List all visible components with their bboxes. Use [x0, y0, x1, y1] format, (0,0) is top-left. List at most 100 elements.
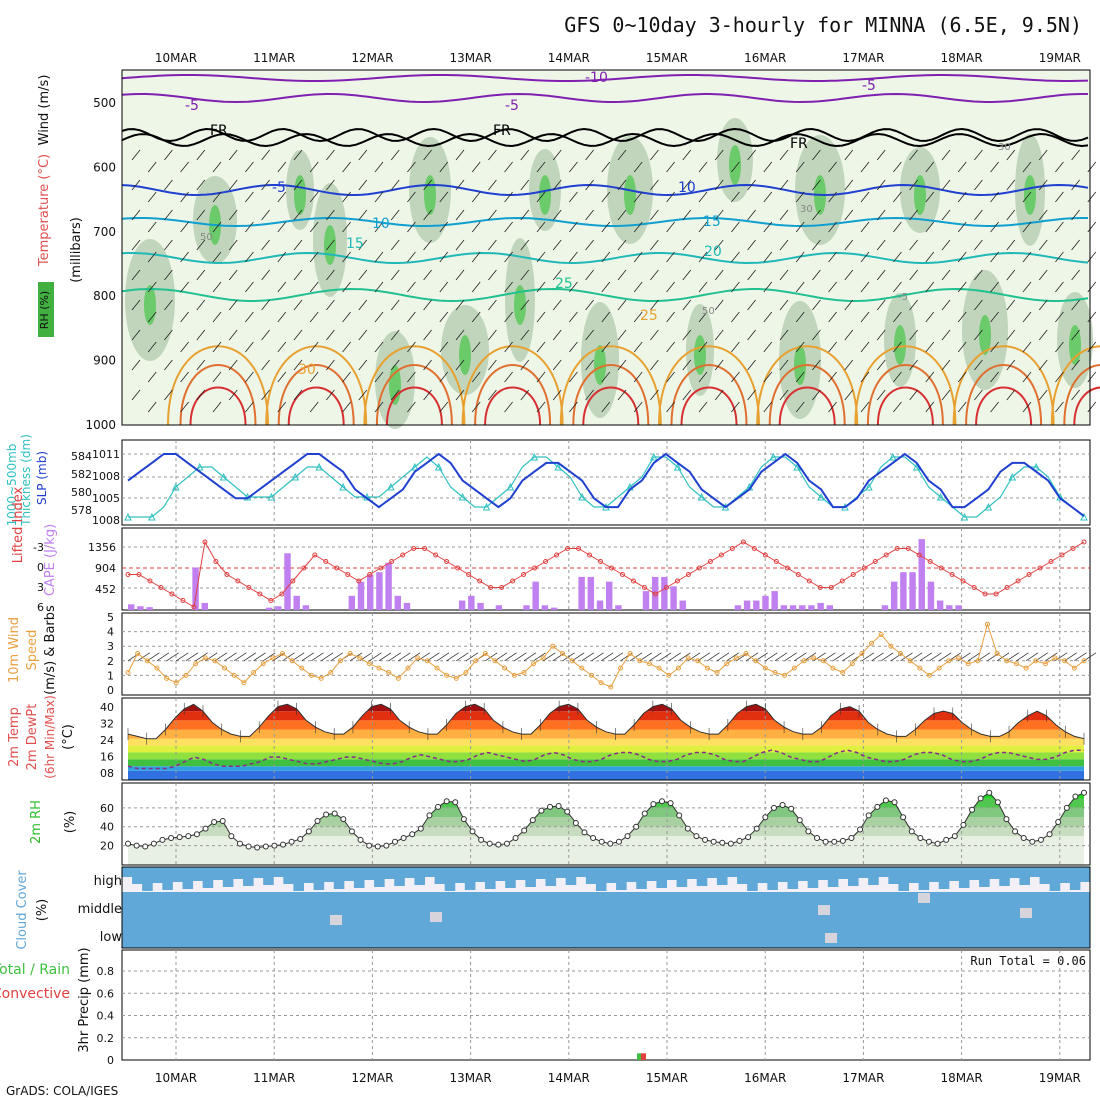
wind-speed-marker: [135, 651, 141, 656]
slp-panel: [121, 439, 1091, 526]
wind-barb: [666, 371, 675, 383]
wind-speed-marker: [183, 672, 189, 678]
wind-barb: [828, 401, 837, 413]
surface-wind-barb: [407, 652, 421, 662]
wind-barb: [650, 239, 659, 251]
wind-barb: [309, 221, 319, 233]
rh-marker: [435, 803, 442, 810]
wind-barb: [455, 179, 465, 191]
temp-panel: [121, 697, 1091, 781]
rh-marker: [969, 806, 976, 813]
rh-marker: [857, 826, 864, 833]
thickness-tick: 584: [71, 450, 92, 463]
wind-barb: [407, 251, 416, 263]
wind-barb: [164, 389, 173, 401]
wind-tick: 0: [107, 684, 114, 697]
wind-barb: [714, 179, 724, 191]
isotherm-dome: [1050, 345, 1100, 426]
wind-barb: [747, 359, 756, 371]
cloud-high-bar: [787, 867, 799, 889]
rh-marker: [348, 828, 355, 835]
wind-barb: [407, 281, 416, 293]
rh-marker: [814, 835, 821, 842]
cape-bar: [615, 605, 622, 610]
rh-marker: [925, 838, 932, 845]
wind-barb: [455, 359, 465, 371]
surface-wind-barb: [996, 652, 1010, 662]
cloud-high-bar: [807, 867, 819, 888]
wind-barb: [666, 401, 675, 413]
wind-speed-marker: [270, 655, 276, 661]
cloud-high-bar: [1079, 867, 1091, 882]
cloud-high-bar: [464, 867, 476, 890]
wind-barb: [941, 359, 951, 371]
wind-barb: [779, 239, 789, 251]
cape-bar: [881, 605, 889, 610]
wind-barb: [1006, 359, 1016, 371]
wind-barb: [682, 269, 692, 281]
li-marker: [685, 572, 691, 577]
wind-barb: [228, 179, 238, 191]
wind-barb: [893, 341, 902, 353]
wind-barb: [1055, 401, 1064, 413]
wind-barb: [585, 389, 594, 401]
wind-speed-marker: [637, 658, 643, 664]
rh-marker: [564, 808, 571, 815]
wind-barb: [342, 161, 351, 173]
wind-barb: [1055, 371, 1064, 383]
cape-bar: [918, 539, 925, 610]
cape-bar: [293, 595, 300, 610]
wind-barb: [1038, 269, 1048, 281]
temp-tick: 08: [100, 767, 114, 780]
cloud-high-bar: [575, 867, 587, 877]
wind-speed-marker: [869, 640, 875, 646]
wind-barb: [828, 191, 837, 203]
cloud-axis-label: Cloud Cover: [15, 870, 30, 950]
surface-wind-barb: [929, 652, 942, 662]
wind-barb: [309, 251, 319, 263]
li-marker: [444, 559, 450, 564]
wind-barb: [828, 311, 837, 323]
li-marker: [608, 565, 614, 571]
wind-barb: [326, 389, 335, 401]
isotherm-label: FR: [790, 136, 808, 152]
rh-band: [128, 826, 1084, 837]
li-marker: [751, 546, 757, 551]
wind-barb: [957, 311, 967, 323]
wind-barb: [925, 311, 935, 323]
cloud-mid-low: [122, 892, 1090, 948]
wind-barb: [650, 269, 659, 281]
rh-marker: [607, 840, 614, 847]
rh-marker: [150, 840, 157, 847]
rh-marker: [753, 825, 760, 832]
date-label-top: 17MAR: [842, 51, 884, 65]
wind-barb: [990, 251, 999, 263]
cloud-high-bar: [918, 867, 930, 890]
wind-barb: [682, 239, 692, 251]
rh-marker: [452, 799, 459, 806]
wind-barb: [536, 251, 546, 263]
thickness-marker: [410, 462, 419, 471]
wind-barb: [860, 371, 870, 383]
wind-barb: [504, 371, 513, 383]
wind-barb: [358, 329, 368, 341]
wind-barb: [763, 281, 773, 293]
cloud-high-bar: [343, 867, 355, 881]
wind-barb: [1055, 221, 1064, 233]
wind-barb: [957, 371, 967, 383]
wind-barb: [974, 239, 983, 251]
li-marker: [1015, 578, 1021, 584]
wind-barb: [860, 161, 870, 173]
wind-barb: [309, 311, 319, 323]
surface-wind-barb: [262, 652, 276, 662]
rh-marker: [762, 814, 769, 821]
rh-marker: [547, 803, 554, 810]
wind-barb: [196, 179, 206, 191]
wind-barb: [1071, 239, 1080, 251]
wind-barb: [957, 221, 967, 233]
rh-marker: [323, 811, 330, 818]
isotherm-line: [121, 74, 1089, 82]
cloud-high-bar: [525, 867, 536, 887]
cloud-high-bar: [747, 867, 758, 891]
surface-wind-barb: [716, 652, 730, 662]
